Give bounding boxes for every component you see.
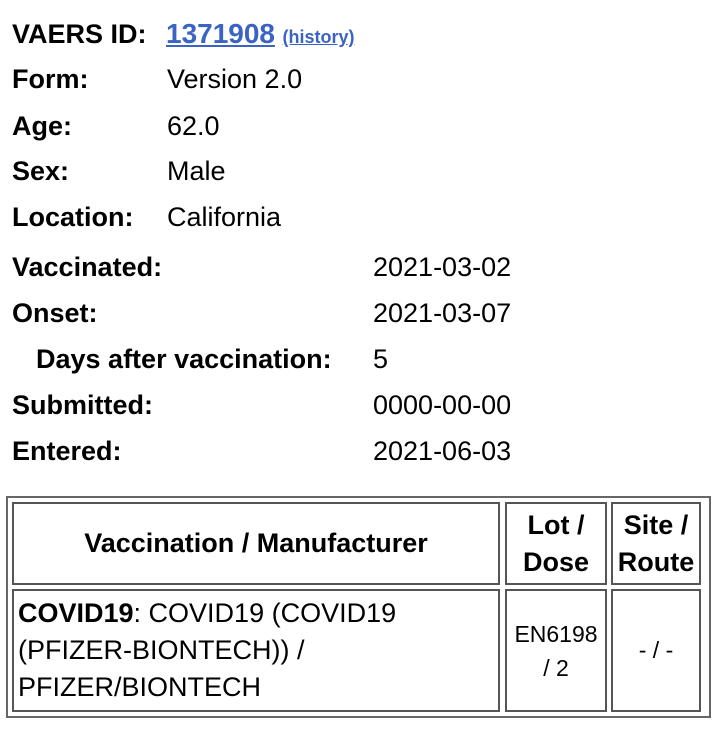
field-label: Form: (12, 64, 89, 94)
date-label: Days after vaccination: (36, 344, 332, 374)
field-label: Sex: (12, 156, 70, 186)
history-link[interactable]: (history) (282, 27, 355, 47)
vaers-id-label: VAERS ID: (12, 19, 147, 49)
date-label: Submitted: (12, 390, 153, 420)
header-lot-dose: Lot / Dose (505, 502, 607, 585)
date-value: 2021-03-07 (373, 298, 512, 328)
field-label: Age: (12, 111, 72, 141)
date-value: 2021-03-02 (373, 252, 512, 282)
vaccine-detail: : COVID19 (COVID19 (PFIZER-BIONTECH)) / … (18, 598, 397, 702)
date-label: Onset: (12, 298, 98, 328)
vaccine-cell: COVID19: COVID19 (COVID19 (PFIZER-BIONTE… (12, 589, 500, 712)
date-value: 0000-00-00 (373, 390, 512, 420)
date-value: 2021-06-03 (373, 436, 512, 466)
header-vaccination: Vaccination / Manufacturer (12, 502, 500, 585)
vaers-id-link[interactable]: 1371908 (166, 18, 276, 49)
field-value: California (167, 202, 282, 232)
field-value: Male (167, 156, 226, 186)
field-label: Location: (12, 202, 134, 232)
header-site-route: Site / Route (611, 502, 701, 585)
site-route-cell: - / - (611, 589, 701, 712)
field-value: 62.0 (167, 111, 220, 141)
date-label: Entered: (12, 436, 122, 466)
date-label: Vaccinated: (12, 252, 163, 282)
vaccine-type: COVID19 (18, 598, 134, 628)
date-value: 5 (373, 344, 389, 374)
lot-dose-cell: EN6198 / 2 (505, 589, 607, 712)
vaccine-table (6, 496, 711, 718)
field-value: Version 2.0 (167, 64, 303, 94)
